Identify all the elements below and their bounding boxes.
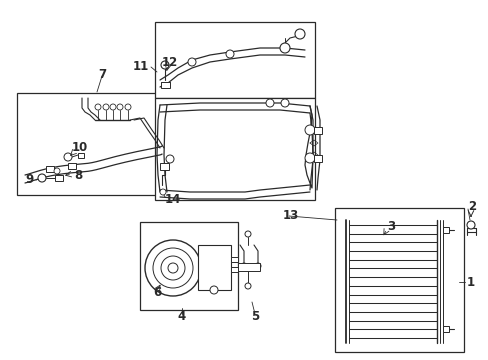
Circle shape bbox=[160, 189, 165, 195]
Circle shape bbox=[145, 240, 201, 296]
Bar bbox=[155, 98, 314, 200]
Bar bbox=[46, 166, 54, 172]
Bar bbox=[313, 127, 321, 134]
Circle shape bbox=[305, 125, 314, 135]
Circle shape bbox=[117, 104, 123, 110]
Bar bbox=[230, 257, 238, 262]
Circle shape bbox=[161, 256, 184, 280]
Circle shape bbox=[241, 263, 246, 269]
Text: 3: 3 bbox=[386, 220, 394, 234]
Bar bbox=[155, 22, 314, 98]
Circle shape bbox=[161, 61, 169, 69]
Text: 8: 8 bbox=[74, 170, 82, 183]
Bar bbox=[160, 163, 169, 170]
Bar bbox=[313, 155, 321, 162]
Circle shape bbox=[244, 283, 250, 289]
Bar bbox=[334, 208, 463, 352]
Circle shape bbox=[281, 99, 288, 107]
Circle shape bbox=[95, 104, 101, 110]
Text: 2: 2 bbox=[467, 201, 475, 213]
Circle shape bbox=[294, 29, 305, 39]
Bar bbox=[78, 153, 84, 158]
Circle shape bbox=[125, 104, 131, 110]
Text: 13: 13 bbox=[283, 210, 299, 222]
Bar bbox=[442, 326, 448, 332]
Text: 6: 6 bbox=[153, 287, 161, 300]
Bar bbox=[238, 263, 260, 271]
Circle shape bbox=[265, 99, 273, 107]
Bar bbox=[161, 82, 170, 88]
Circle shape bbox=[103, 104, 109, 110]
Text: 12: 12 bbox=[162, 57, 178, 69]
Text: 14: 14 bbox=[164, 193, 181, 207]
Circle shape bbox=[225, 50, 234, 58]
Text: 7: 7 bbox=[98, 68, 106, 81]
Bar bbox=[230, 267, 238, 272]
Circle shape bbox=[110, 104, 116, 110]
Bar bbox=[198, 245, 230, 290]
Circle shape bbox=[305, 153, 314, 163]
Text: 10: 10 bbox=[72, 141, 88, 154]
Circle shape bbox=[280, 43, 289, 53]
Bar bbox=[17, 93, 170, 195]
Circle shape bbox=[38, 174, 46, 182]
Circle shape bbox=[209, 286, 218, 294]
Circle shape bbox=[64, 153, 72, 161]
Bar bbox=[68, 163, 76, 169]
Text: 5: 5 bbox=[250, 310, 259, 324]
Circle shape bbox=[254, 263, 261, 269]
Circle shape bbox=[244, 231, 250, 237]
Circle shape bbox=[54, 168, 60, 174]
Circle shape bbox=[165, 155, 174, 163]
Bar bbox=[442, 227, 448, 233]
Circle shape bbox=[187, 58, 196, 66]
Text: 11: 11 bbox=[132, 60, 149, 73]
Text: 1: 1 bbox=[466, 275, 474, 288]
Text: 4: 4 bbox=[178, 310, 186, 324]
Circle shape bbox=[168, 263, 178, 273]
Text: 9: 9 bbox=[26, 174, 34, 186]
Circle shape bbox=[466, 221, 474, 229]
Bar bbox=[55, 175, 63, 181]
Bar bbox=[140, 222, 238, 310]
Circle shape bbox=[153, 248, 193, 288]
